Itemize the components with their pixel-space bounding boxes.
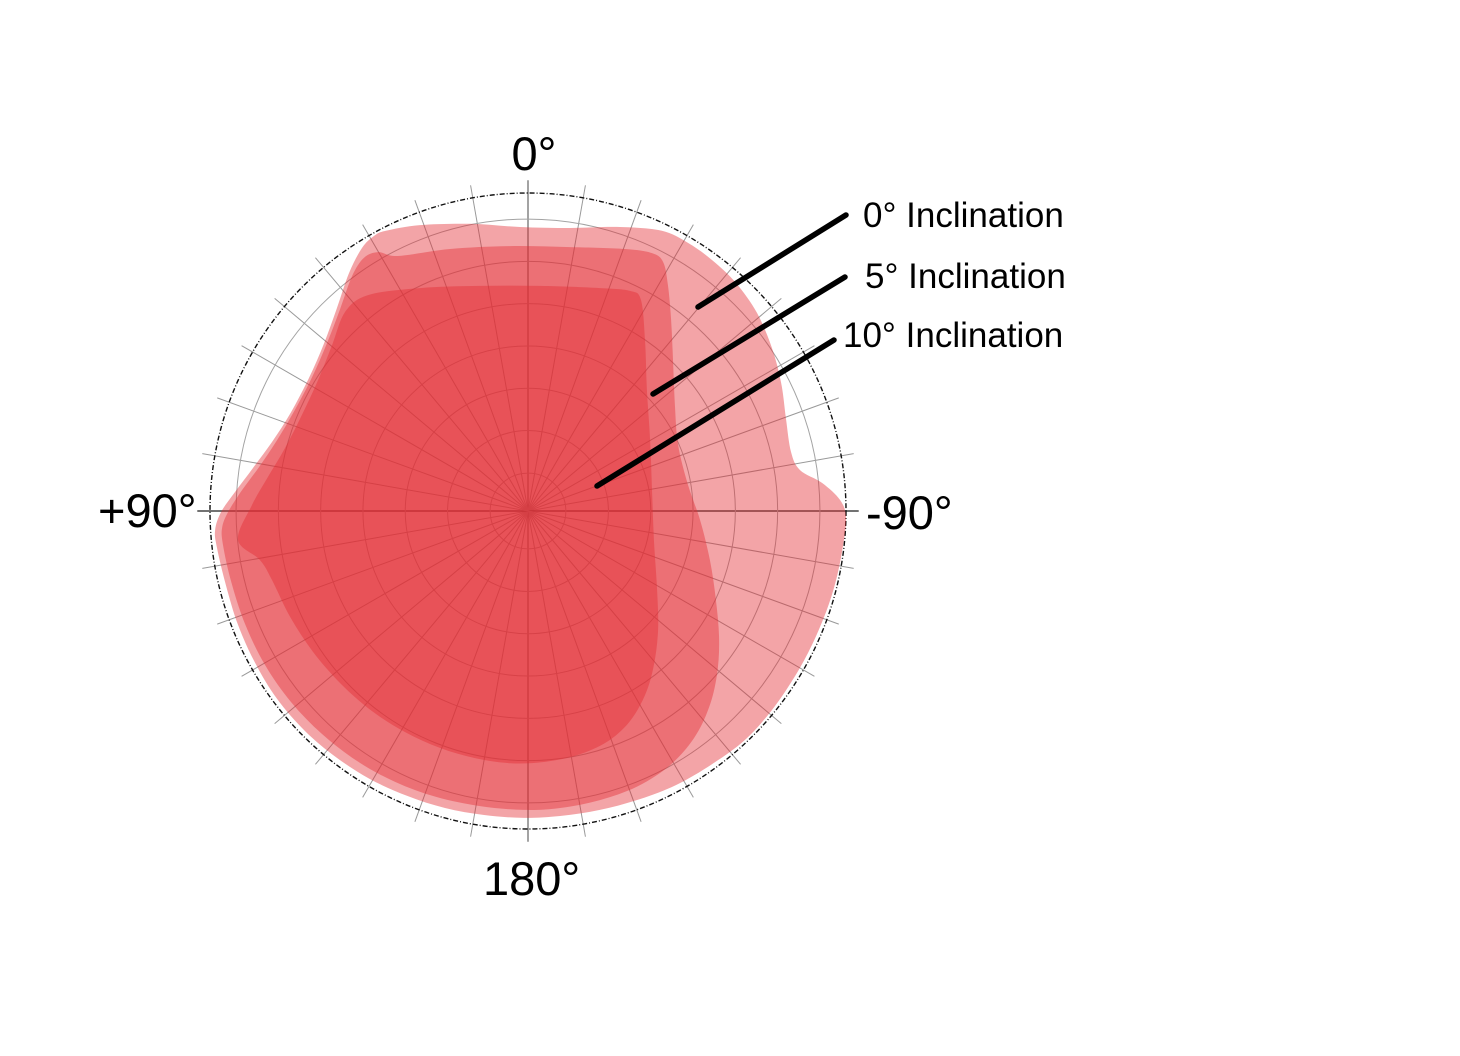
grid-ring [489, 472, 567, 550]
inclination-regions [214, 223, 847, 818]
axis-label-plus90deg: +90° [98, 484, 197, 537]
polar-grid [197, 180, 859, 842]
axis-label-minus90deg: -90° [866, 486, 953, 539]
outer-boundary-circle [209, 192, 847, 830]
legend-label-0-inclination: 0° Inclination [863, 196, 1064, 235]
grid-ring [404, 387, 652, 635]
callout-line [695, 212, 849, 310]
grid-ring [447, 430, 609, 592]
legend-label-10-inclination: 10° Inclination [843, 316, 1063, 355]
grid-ring [362, 345, 694, 677]
grid-ring [277, 260, 779, 762]
axis-label-180deg: 180° [483, 852, 580, 905]
callout-line [594, 337, 837, 489]
axis-label-0deg: 0° [512, 127, 557, 180]
legend-callout-lines [594, 212, 849, 489]
region-10-inclination [237, 285, 659, 764]
grid-ring [235, 218, 821, 804]
callout-line [650, 274, 848, 397]
grid-ring [320, 303, 736, 719]
legend-label-5-inclination: 5° Inclination [865, 257, 1066, 296]
region-5-inclination [221, 246, 720, 810]
